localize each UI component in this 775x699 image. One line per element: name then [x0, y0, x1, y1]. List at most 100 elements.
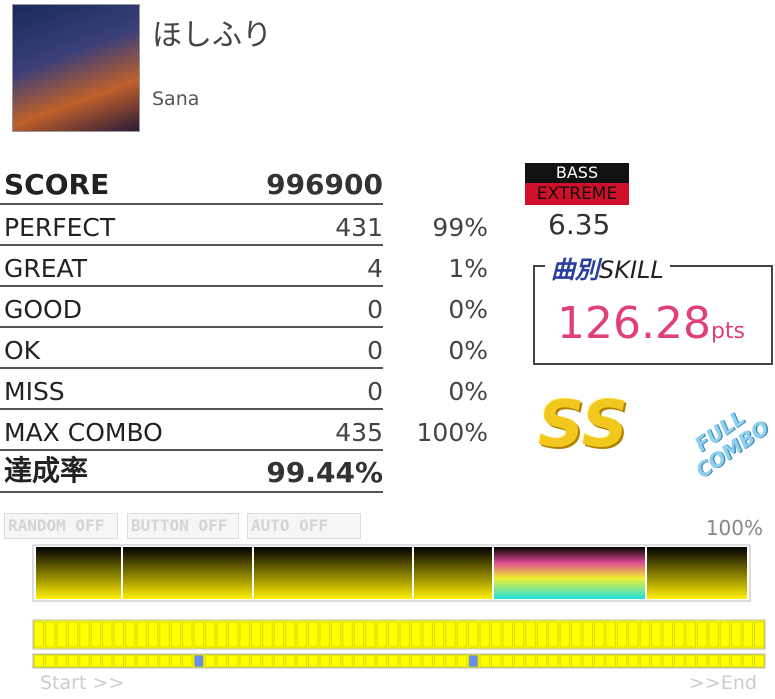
judge-label: MISS [4, 377, 65, 406]
gauge-cell [365, 621, 376, 648]
skill-label: SKILL [599, 256, 664, 284]
gauge-cell [513, 654, 525, 668]
gauge-cell [262, 621, 273, 648]
progress-graphics [32, 544, 766, 669]
judge-count: 435 [335, 418, 383, 447]
option: BUTTON OFF [127, 513, 239, 539]
section [123, 547, 252, 599]
gauge-cell [571, 621, 582, 648]
gauge-cell [296, 654, 307, 668]
score-label: SCORE [4, 168, 110, 201]
gauge-cell [102, 621, 113, 648]
score-value: 996900 [266, 168, 383, 201]
section [36, 547, 121, 599]
judge-count: 4 [367, 254, 383, 283]
skill-prefix: 曲別 [551, 256, 599, 284]
skill-value: 126.28 [557, 298, 711, 349]
gauge-cell [605, 621, 616, 648]
gauge-cell [227, 621, 239, 648]
gauge-cell [239, 621, 250, 648]
gauge-cell [696, 654, 708, 668]
gauge-cell [662, 654, 673, 668]
gauge-cell [250, 621, 262, 648]
gauge-cell [285, 621, 296, 648]
gauge-cell [559, 654, 571, 668]
section [414, 547, 492, 599]
gauge-cell [227, 654, 239, 668]
gauge-cell [605, 654, 616, 668]
gauge-cell [685, 621, 696, 648]
judge-row: MAX COMBO 435 100% [0, 409, 488, 451]
gauge-cell [685, 654, 696, 668]
judge-row: PERFECT 431 99% [0, 204, 488, 246]
judge-label: OK [4, 336, 41, 365]
judge-count: 0 [367, 377, 383, 406]
difficulty-badge: BASS EXTREME [525, 163, 629, 205]
gauge-cell [708, 654, 719, 668]
gauge-cell [399, 654, 410, 668]
judge-count: 0 [367, 336, 383, 365]
level-name: EXTREME [525, 183, 629, 205]
progress-label: 100% [705, 516, 763, 540]
gauge-cell [548, 621, 559, 648]
gauge-cell [147, 621, 159, 648]
gauge-cell [593, 654, 605, 668]
gauge-cell [616, 621, 628, 648]
gauge-cell [674, 654, 685, 668]
gauge-cell [536, 654, 548, 668]
judge-row: GREAT 4 1% [0, 245, 488, 287]
gauge-cell [376, 654, 388, 668]
gauge-cell [696, 621, 708, 648]
achievement-value: 99.44% [266, 456, 383, 489]
gauge-cell [559, 621, 571, 648]
gauge-cell [651, 621, 662, 648]
gauge-cell [468, 654, 479, 668]
gauge-cell [319, 621, 330, 648]
gauge-cell [182, 654, 193, 668]
gauge-cell [319, 654, 330, 668]
gauge-cell [147, 654, 159, 668]
gauge-cell [525, 654, 536, 668]
judge-row: GOOD 0 0% [0, 286, 488, 328]
gauge-cell [708, 621, 719, 648]
achievement-row: 達成率 99.44% [0, 451, 383, 493]
gauge-cell [136, 621, 147, 648]
start-label: Start >> [40, 672, 125, 694]
gauge-cell [330, 621, 342, 648]
section [494, 547, 645, 599]
score-row: SCORE 996900 [0, 163, 383, 205]
gauge-cell [273, 621, 285, 648]
gauge-cell [79, 621, 90, 648]
gauge-cell [754, 621, 765, 648]
gauge-cell [159, 621, 170, 648]
gauge-cell [388, 654, 399, 668]
gauge-cell [113, 621, 124, 648]
gauge-cell [170, 621, 182, 648]
judge-percent: 100% [416, 418, 488, 447]
gauge-cell [445, 621, 456, 648]
skill-header: 曲別SKILL [545, 250, 670, 285]
gauge-cell [674, 621, 685, 648]
gauge-cell [193, 621, 205, 648]
gauge-cell [754, 654, 765, 668]
gauge-cell [273, 654, 285, 668]
judge-percent: 99% [432, 213, 488, 242]
gauge-cell [399, 621, 410, 648]
gauge-cell [376, 621, 388, 648]
gauge-cell [456, 621, 468, 648]
gauge-cell [159, 654, 170, 668]
gauge-cell [445, 654, 456, 668]
option: AUTO OFF [247, 513, 361, 539]
gauge-cell [502, 621, 513, 648]
gauge-cell [125, 621, 136, 648]
gauge-cell [536, 621, 548, 648]
gauge-cell [582, 621, 593, 648]
song-title: ほしふり [152, 18, 272, 53]
judge-count: 0 [367, 295, 383, 324]
gauge-cell [308, 621, 319, 648]
judge-percent: 0% [448, 377, 488, 406]
gauge-cell [44, 654, 56, 668]
gauge-cell [113, 654, 124, 668]
judge-percent: 0% [448, 295, 488, 324]
gauge-cell [67, 621, 79, 648]
